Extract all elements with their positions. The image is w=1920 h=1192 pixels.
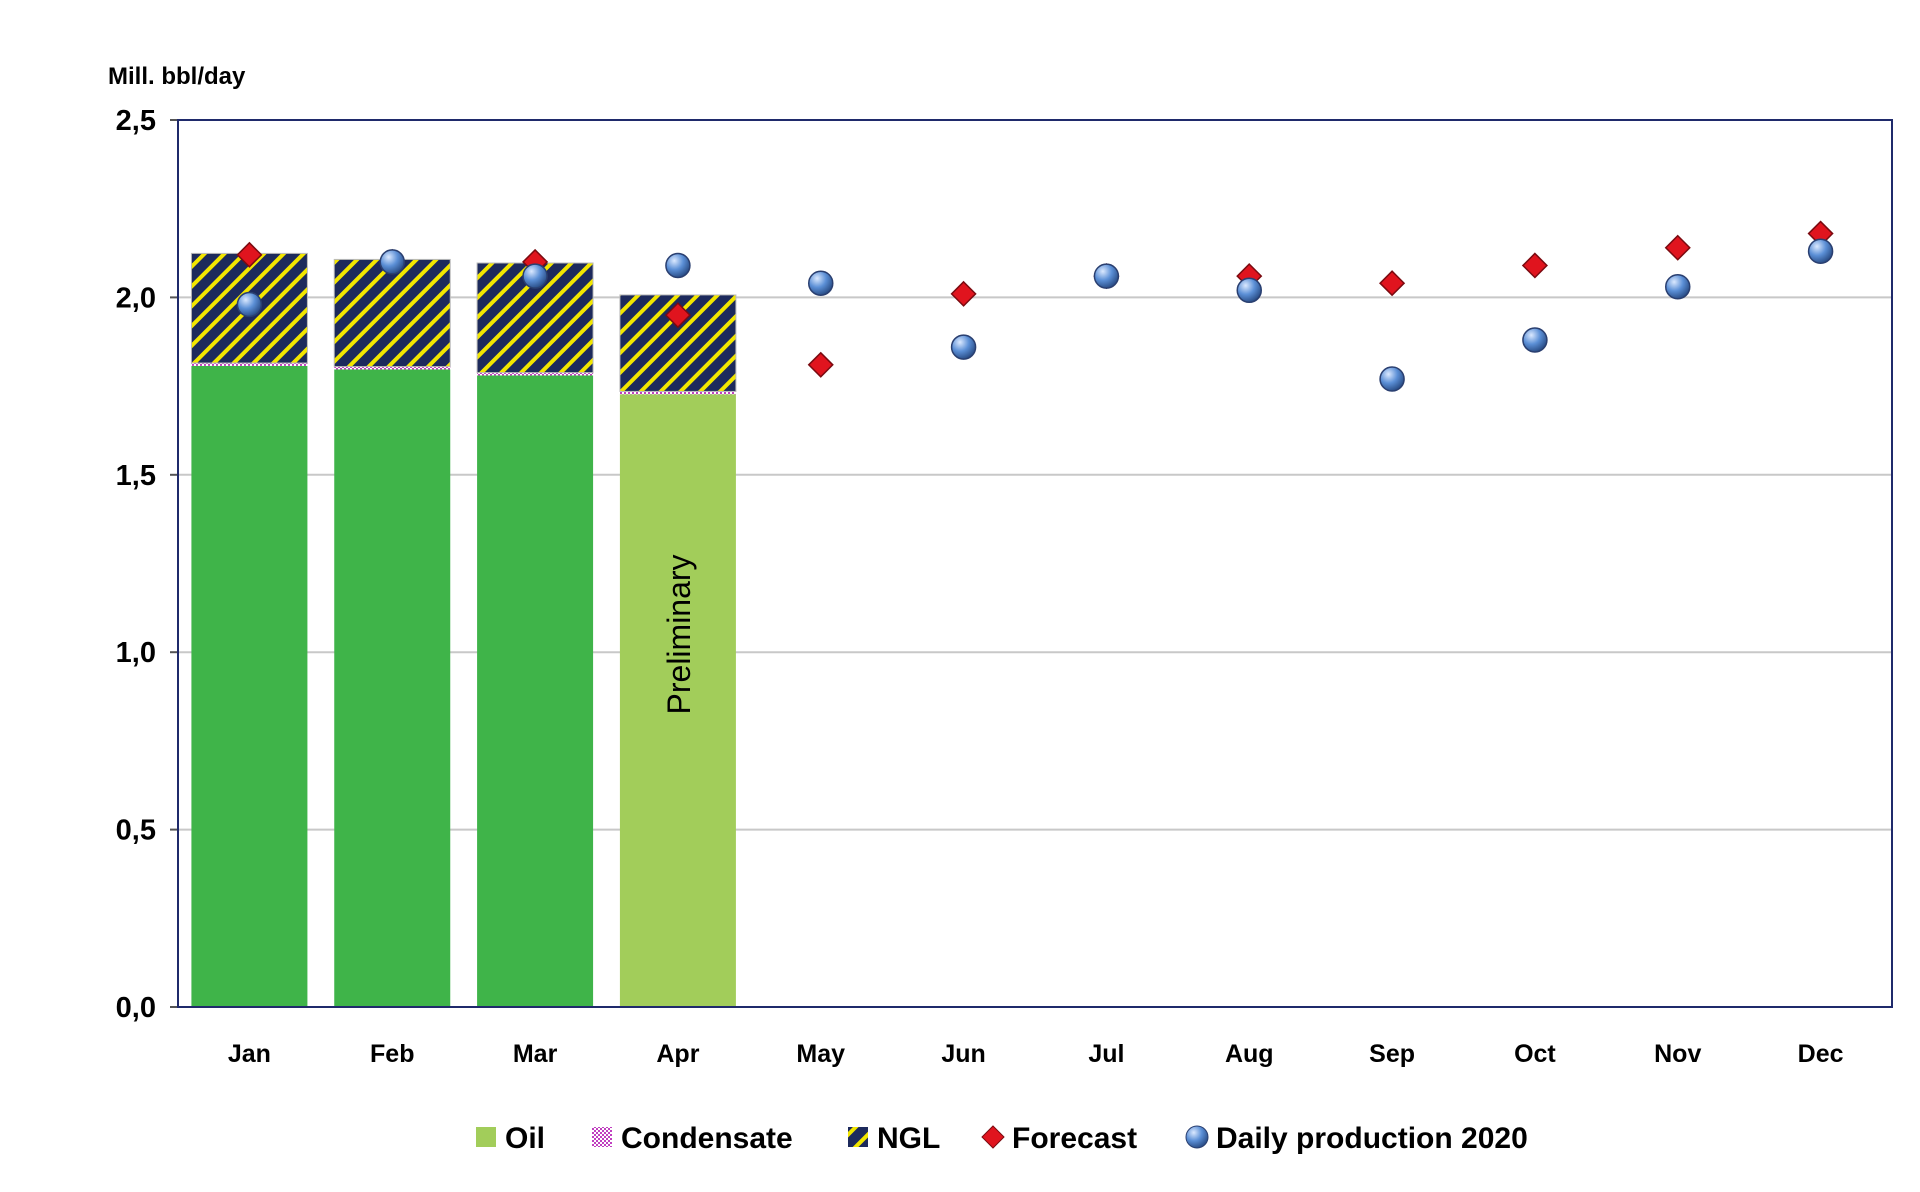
legend-label: NGL <box>877 1122 940 1155</box>
bar-ngl <box>333 258 451 368</box>
daily-production-marker <box>1379 366 1405 392</box>
x-tick-label: Sep <box>1369 1040 1415 1068</box>
bar-oil <box>191 365 308 1007</box>
x-tick-label: Jan <box>228 1040 271 1068</box>
forecast-marker <box>807 351 834 378</box>
legend-label: Condensate <box>621 1122 793 1155</box>
legend-swatch-oil <box>476 1127 496 1147</box>
plot-frame <box>177 119 1893 1008</box>
forecast-marker <box>950 280 977 307</box>
y-tick-label: 1,5 <box>116 460 156 492</box>
legend-swatch-forecast <box>981 1125 1005 1149</box>
daily-production-marker <box>1807 238 1834 265</box>
forecast-marker <box>664 302 691 329</box>
bar-oil <box>334 369 451 1007</box>
y-tick-label: 2,5 <box>116 105 156 137</box>
x-tick-label: Mar <box>513 1040 558 1068</box>
x-tick-label: Dec <box>1798 1040 1844 1068</box>
x-tick-label: Aug <box>1225 1040 1274 1068</box>
x-tick-label: Jul <box>1088 1040 1124 1068</box>
forecast-marker <box>1379 270 1406 297</box>
bar-oil <box>619 394 736 1008</box>
daily-production-marker <box>665 252 691 279</box>
legend-swatch-daily-production <box>1185 1125 1209 1149</box>
y-tick-label: 2,0 <box>116 282 156 314</box>
x-tick-label: Apr <box>656 1040 699 1068</box>
daily-production-marker <box>236 291 263 318</box>
forecast-marker <box>236 241 263 268</box>
daily-production-marker <box>808 270 834 296</box>
x-tick-label: Jun <box>941 1040 985 1068</box>
forecast-marker <box>1521 252 1548 279</box>
x-tick-label: May <box>796 1040 845 1068</box>
daily-production-marker <box>1093 263 1120 289</box>
bar-condensate <box>334 366 451 370</box>
daily-production-marker <box>1522 327 1548 353</box>
bar-oil <box>477 375 594 1007</box>
y-tick-label: 1,0 <box>116 637 156 669</box>
preliminary-annotation: Preliminary <box>661 554 697 714</box>
daily-production-marker <box>950 334 977 360</box>
y-axis-label: Mill. bbl/day <box>108 63 246 90</box>
bar-condensate <box>477 372 594 376</box>
x-tick-label: Oct <box>1514 1040 1556 1068</box>
x-tick-label: Nov <box>1654 1040 1701 1068</box>
daily-production-marker <box>379 249 405 275</box>
legend-swatch-condensate <box>592 1127 612 1147</box>
daily-production-marker <box>522 263 548 289</box>
daily-production-marker <box>1236 277 1262 304</box>
legend-label: Oil <box>505 1122 545 1155</box>
daily-production-marker <box>1665 274 1691 300</box>
bar-condensate <box>191 363 308 366</box>
bar-condensate <box>619 391 736 395</box>
forecast-marker <box>1664 234 1691 261</box>
legend-label: Forecast <box>1012 1122 1137 1155</box>
legend-swatch-ngl <box>848 1127 868 1147</box>
legend-label: Daily production 2020 <box>1216 1122 1528 1155</box>
legend: Oil Condensate NGL Forecast Daily production… <box>476 1122 1528 1155</box>
x-tick-label: Feb <box>370 1040 414 1068</box>
y-tick-label: 0,5 <box>116 815 156 847</box>
y-tick-label: 0,0 <box>116 992 156 1024</box>
